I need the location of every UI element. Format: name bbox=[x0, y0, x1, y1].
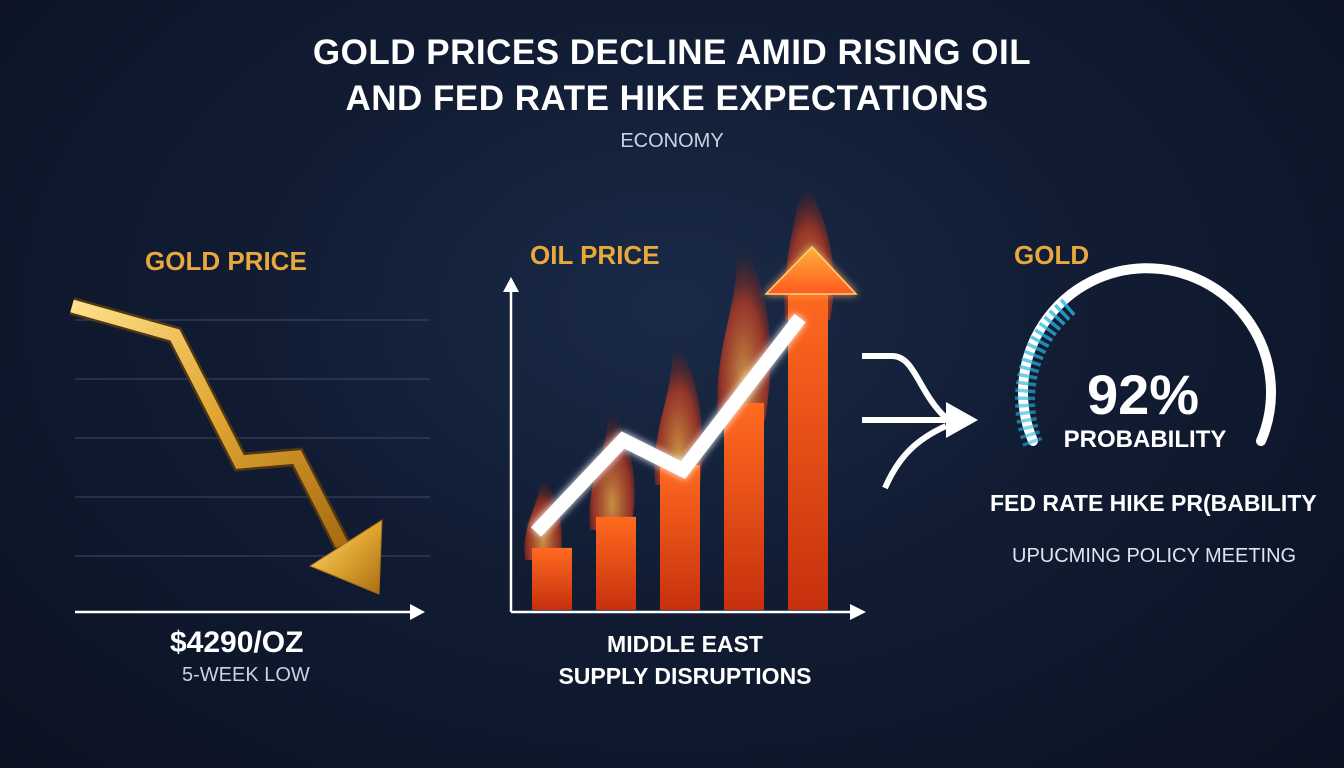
gold-price-sublabel: 5-WEEK LOW bbox=[182, 664, 310, 686]
gauge-tick bbox=[1054, 303, 1071, 321]
oil-bar bbox=[596, 516, 636, 610]
gold-price-value: $4290/OZ bbox=[170, 626, 304, 659]
oil-price-label: OIL PRICE bbox=[530, 240, 660, 270]
gauge-tick bbox=[1048, 309, 1066, 326]
fed-rate-title: FED RATE HIKE PR(BABILITY bbox=[990, 490, 1317, 516]
down-trend-arrow-icon bbox=[69, 297, 383, 595]
oil-bars bbox=[532, 289, 828, 610]
category-label: ECONOMY bbox=[620, 130, 724, 152]
gauge-tick bbox=[1023, 349, 1044, 361]
gauge-progress-ticks bbox=[1014, 298, 1076, 447]
oil-axes bbox=[503, 277, 866, 620]
gauge-tick bbox=[1015, 388, 1036, 394]
oil-bar bbox=[788, 289, 828, 610]
gauge-tick bbox=[1030, 335, 1050, 348]
gauge-tick bbox=[1022, 436, 1043, 447]
up-trend-arrow-icon bbox=[530, 245, 858, 537]
oil-caption-line-2: SUPPLY DISRUPTIONS bbox=[558, 663, 812, 689]
oil-bar bbox=[660, 465, 700, 610]
gauge-tick bbox=[1026, 342, 1047, 355]
gauge-tick bbox=[1015, 410, 1036, 416]
gold-gauge-label: GOLD bbox=[1014, 240, 1090, 270]
title-line-1: GOLD PRICES DECLINE AMID RISING OIL bbox=[312, 33, 1032, 72]
gold-x-axis bbox=[75, 604, 425, 620]
gauge-tick bbox=[1016, 416, 1037, 424]
gauge-tick bbox=[1019, 430, 1041, 440]
probability-label: PROBABILITY bbox=[1063, 426, 1227, 453]
oil-bar bbox=[724, 403, 764, 610]
gauge-tick bbox=[1015, 380, 1037, 387]
gauge-tick bbox=[1043, 315, 1062, 331]
title-line-2: AND FED RATE HIKE EXPECTATIONS bbox=[345, 79, 989, 118]
oil-caption-line-1: MIDDLE EAST bbox=[607, 631, 763, 657]
gold-price-label: GOLD PRICE bbox=[145, 246, 307, 276]
fed-rate-subtitle: UPUCMING POLICY MEETING bbox=[1012, 545, 1297, 567]
gauge-tick bbox=[1034, 328, 1054, 342]
gauge-tick bbox=[1021, 357, 1042, 367]
gauge-tick bbox=[1015, 403, 1036, 408]
header: GOLD PRICES DECLINE AMID RISING OIL AND … bbox=[0, 30, 1344, 153]
probability-value: 92% bbox=[1086, 363, 1200, 426]
gauge-tick bbox=[1038, 321, 1057, 337]
oil-bar bbox=[532, 547, 572, 610]
merge-arrow-icon bbox=[862, 353, 978, 490]
probability-gauge bbox=[1014, 263, 1276, 447]
gold-grid bbox=[75, 319, 430, 557]
oil-caption: MIDDLE EAST SUPPLY DISRUPTIONS bbox=[540, 628, 830, 692]
gauge-tick bbox=[1059, 298, 1076, 317]
gauge-tick bbox=[1017, 372, 1038, 380]
gauge-tick bbox=[1018, 364, 1040, 374]
gauge-tick bbox=[1018, 423, 1039, 432]
